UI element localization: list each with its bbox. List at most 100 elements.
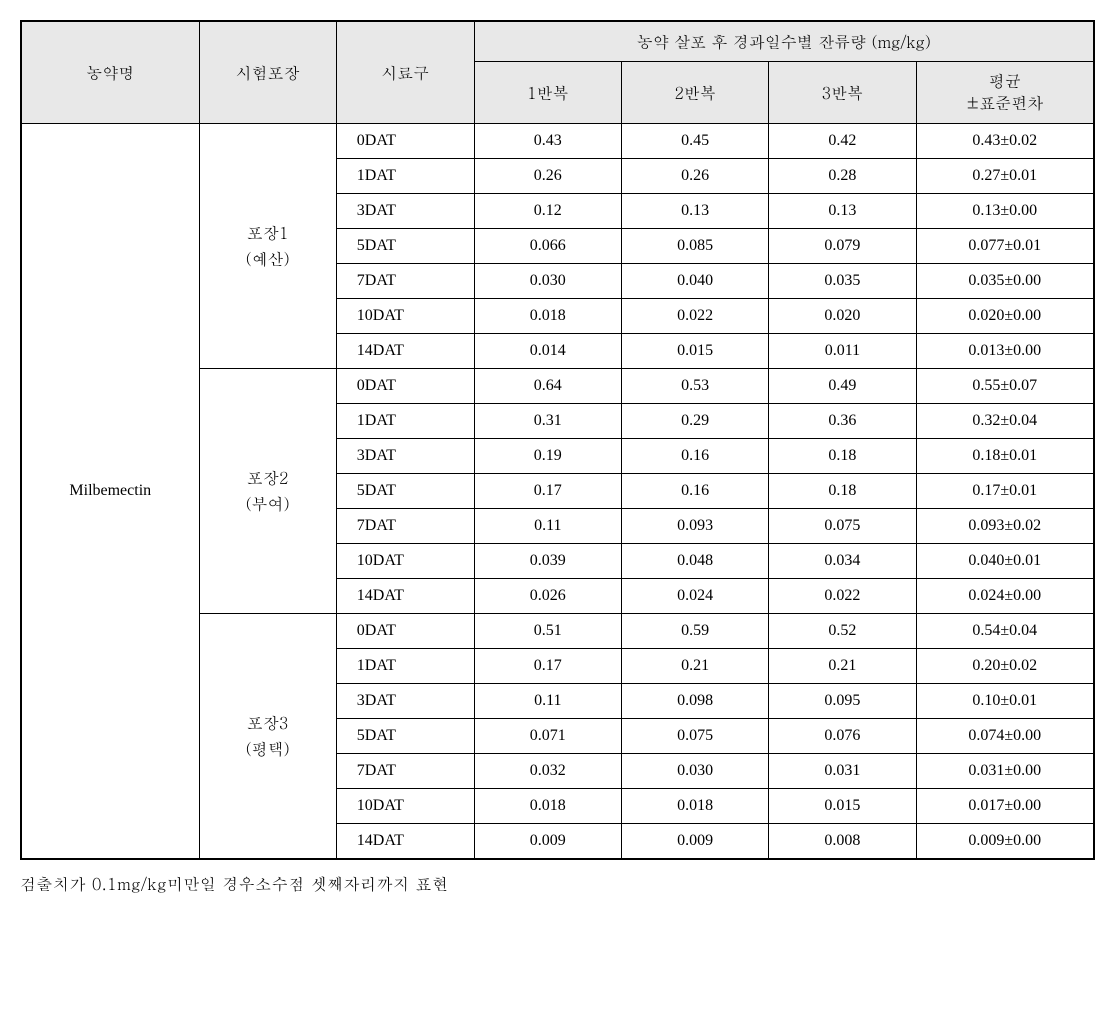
value-cell: 0.014 <box>474 333 621 368</box>
sample-dat-cell: 1DAT <box>336 648 474 683</box>
value-cell: 0.28 <box>769 158 916 193</box>
value-cell: 0.026 <box>474 578 621 613</box>
avg-cell: 0.20±0.02 <box>916 648 1094 683</box>
value-cell: 0.015 <box>769 788 916 823</box>
value-cell: 0.36 <box>769 403 916 438</box>
avg-cell: 0.55±0.07 <box>916 368 1094 403</box>
header-pesticide: 농약명 <box>21 21 199 123</box>
value-cell: 0.076 <box>769 718 916 753</box>
value-cell: 0.59 <box>621 613 768 648</box>
value-cell: 0.020 <box>769 298 916 333</box>
value-cell: 0.008 <box>769 823 916 859</box>
value-cell: 0.011 <box>769 333 916 368</box>
value-cell: 0.018 <box>474 788 621 823</box>
sample-dat-cell: 7DAT <box>336 263 474 298</box>
value-cell: 0.075 <box>769 508 916 543</box>
sample-dat-cell: 3DAT <box>336 193 474 228</box>
header-sample: 시료구 <box>336 21 474 123</box>
field-name-cell: 포장3(평택) <box>199 613 336 859</box>
value-cell: 0.13 <box>621 193 768 228</box>
value-cell: 0.030 <box>474 263 621 298</box>
value-cell: 0.53 <box>621 368 768 403</box>
sample-dat-cell: 0DAT <box>336 613 474 648</box>
value-cell: 0.018 <box>474 298 621 333</box>
value-cell: 0.009 <box>621 823 768 859</box>
sample-dat-cell: 1DAT <box>336 158 474 193</box>
value-cell: 0.13 <box>769 193 916 228</box>
avg-cell: 0.13±0.00 <box>916 193 1094 228</box>
value-cell: 0.034 <box>769 543 916 578</box>
avg-cell: 0.32±0.04 <box>916 403 1094 438</box>
table-header: 농약명 시험포장 시료구 농약 살포 후 경과일수별 잔류량 (mg/kg) 1… <box>21 21 1094 123</box>
sample-dat-cell: 7DAT <box>336 508 474 543</box>
value-cell: 0.015 <box>621 333 768 368</box>
value-cell: 0.21 <box>621 648 768 683</box>
avg-cell: 0.18±0.01 <box>916 438 1094 473</box>
sample-dat-cell: 14DAT <box>336 823 474 859</box>
sample-dat-cell: 10DAT <box>336 298 474 333</box>
field-name-cell: 포장2(부여) <box>199 368 336 613</box>
value-cell: 0.43 <box>474 123 621 158</box>
avg-cell: 0.54±0.04 <box>916 613 1094 648</box>
value-cell: 0.039 <box>474 543 621 578</box>
value-cell: 0.26 <box>621 158 768 193</box>
value-cell: 0.075 <box>621 718 768 753</box>
avg-cell: 0.040±0.01 <box>916 543 1094 578</box>
header-avg-line1: 평균 <box>989 69 1021 92</box>
avg-cell: 0.093±0.02 <box>916 508 1094 543</box>
avg-cell: 0.009±0.00 <box>916 823 1094 859</box>
sample-dat-cell: 10DAT <box>336 543 474 578</box>
avg-cell: 0.024±0.00 <box>916 578 1094 613</box>
value-cell: 0.079 <box>769 228 916 263</box>
value-cell: 0.17 <box>474 473 621 508</box>
sample-dat-cell: 0DAT <box>336 368 474 403</box>
sample-dat-cell: 10DAT <box>336 788 474 823</box>
residue-table-container: 농약명 시험포장 시료구 농약 살포 후 경과일수별 잔류량 (mg/kg) 1… <box>20 20 1095 895</box>
value-cell: 0.095 <box>769 683 916 718</box>
field-name-cell: 포장1(예산) <box>199 123 336 368</box>
sample-dat-cell: 5DAT <box>336 228 474 263</box>
value-cell: 0.071 <box>474 718 621 753</box>
value-cell: 0.21 <box>769 648 916 683</box>
sample-dat-cell: 14DAT <box>336 578 474 613</box>
value-cell: 0.031 <box>769 753 916 788</box>
value-cell: 0.31 <box>474 403 621 438</box>
avg-cell: 0.43±0.02 <box>916 123 1094 158</box>
value-cell: 0.12 <box>474 193 621 228</box>
header-field: 시험포장 <box>199 21 336 123</box>
table-body: Milbemectin포장1(예산)0DAT0.430.450.420.43±0… <box>21 123 1094 859</box>
value-cell: 0.022 <box>621 298 768 333</box>
table-row: Milbemectin포장1(예산)0DAT0.430.450.420.43±0… <box>21 123 1094 158</box>
value-cell: 0.64 <box>474 368 621 403</box>
footnote-text: 검출치가 0.1mg/kg미만일 경우소수점 셋째자리까지 표현 <box>20 872 1095 895</box>
sample-dat-cell: 5DAT <box>336 718 474 753</box>
value-cell: 0.52 <box>769 613 916 648</box>
value-cell: 0.42 <box>769 123 916 158</box>
value-cell: 0.49 <box>769 368 916 403</box>
value-cell: 0.16 <box>621 438 768 473</box>
value-cell: 0.066 <box>474 228 621 263</box>
value-cell: 0.26 <box>474 158 621 193</box>
avg-cell: 0.020±0.00 <box>916 298 1094 333</box>
value-cell: 0.098 <box>621 683 768 718</box>
value-cell: 0.085 <box>621 228 768 263</box>
value-cell: 0.048 <box>621 543 768 578</box>
value-cell: 0.11 <box>474 683 621 718</box>
header-avg: 평균 ±표준편차 <box>916 62 1094 124</box>
value-cell: 0.51 <box>474 613 621 648</box>
value-cell: 0.018 <box>621 788 768 823</box>
value-cell: 0.024 <box>621 578 768 613</box>
avg-cell: 0.017±0.00 <box>916 788 1094 823</box>
header-rep2: 2반복 <box>621 62 768 124</box>
avg-cell: 0.17±0.01 <box>916 473 1094 508</box>
sample-dat-cell: 3DAT <box>336 683 474 718</box>
value-cell: 0.45 <box>621 123 768 158</box>
sample-dat-cell: 5DAT <box>336 473 474 508</box>
avg-cell: 0.27±0.01 <box>916 158 1094 193</box>
value-cell: 0.16 <box>621 473 768 508</box>
value-cell: 0.11 <box>474 508 621 543</box>
header-row-1: 농약명 시험포장 시료구 농약 살포 후 경과일수별 잔류량 (mg/kg) <box>21 21 1094 62</box>
avg-cell: 0.10±0.01 <box>916 683 1094 718</box>
value-cell: 0.035 <box>769 263 916 298</box>
avg-cell: 0.031±0.00 <box>916 753 1094 788</box>
